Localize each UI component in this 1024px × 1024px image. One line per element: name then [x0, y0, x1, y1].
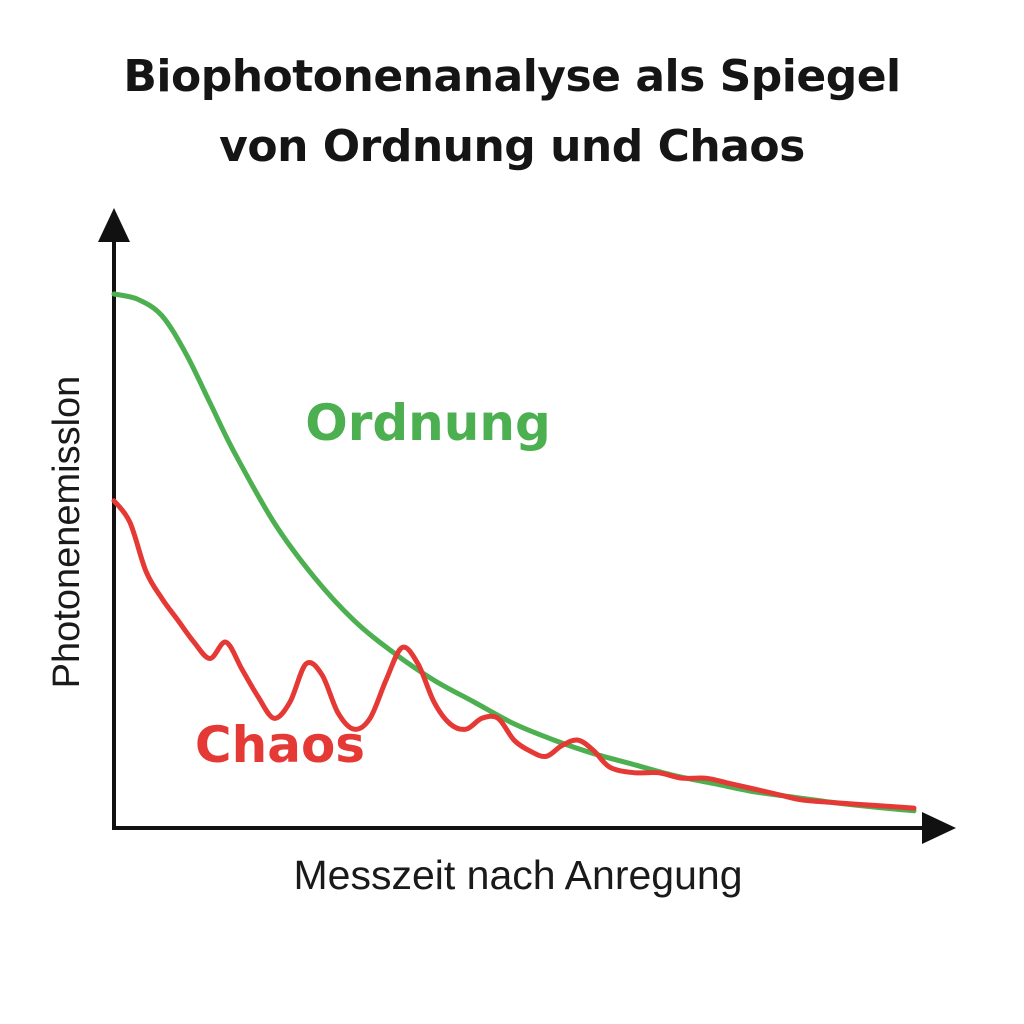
x-axis-arrow-icon — [922, 812, 956, 844]
chart-axes — [98, 208, 956, 844]
series-label-chaos: Chaos — [195, 716, 365, 774]
series-layer — [111, 291, 917, 814]
chart-title-line-2: von Ordnung und Chaos — [219, 121, 805, 172]
series-line-chaos — [111, 498, 917, 811]
chart-title-line-1: Biophotonenanalyse als Spiegel — [123, 51, 901, 102]
chart-title: Biophotonenanalyse als Spiegel von Ordnu… — [0, 42, 1024, 182]
y-axis-label: Photonenemisslon — [46, 375, 88, 689]
x-axis-label: Messzeit nach Anregung — [293, 852, 743, 898]
series-label-layer: Ordnung Chaos — [195, 394, 551, 774]
y-axis-arrow-icon — [98, 208, 130, 242]
series-label-ordnung: Ordnung — [305, 394, 551, 452]
